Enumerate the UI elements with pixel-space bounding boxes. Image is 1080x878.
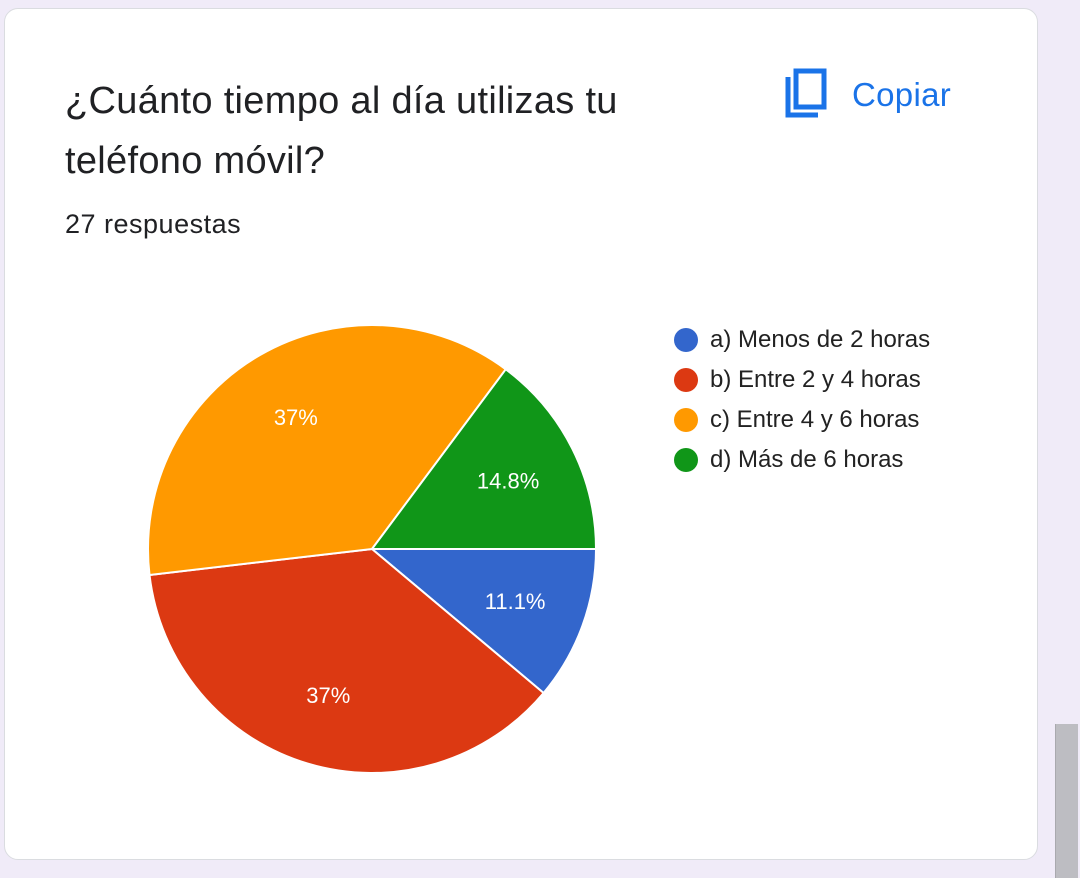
legend-item-2[interactable]: c) Entre 4 y 6 horas: [674, 400, 930, 440]
legend-swatch: [674, 408, 698, 432]
legend-swatch: [674, 368, 698, 392]
legend-label: c) Entre 4 y 6 horas: [710, 406, 920, 433]
chart-legend: a) Menos de 2 horas b) Entre 2 y 4 horas c…: [674, 320, 930, 480]
slice-label-3: 14.8%: [477, 469, 539, 494]
legend-swatch: [674, 448, 698, 472]
pie-slice-1[interactable]: [148, 547, 546, 774]
legend-label: d) Más de 6 horas: [710, 446, 904, 473]
copy-label: Copiar: [852, 76, 952, 113]
legend-label: a) Menos de 2 horas: [710, 326, 931, 353]
slice-label-2: 37%: [274, 405, 318, 430]
legend-item-3[interactable]: d) Más de 6 horas: [674, 440, 930, 480]
copy-icon: [785, 68, 827, 118]
copy-chart-button[interactable]: Copiar: [780, 65, 951, 125]
response-count: 27 respuestas: [65, 209, 242, 239]
slice-label-1: 37%: [306, 683, 350, 708]
question-title: ¿Cuánto tiempo al día utilizas tu teléfo…: [65, 80, 618, 182]
legend-item-0[interactable]: a) Menos de 2 horas: [674, 320, 930, 360]
pie-slice-0[interactable]: [369, 548, 598, 695]
scrollbar-thumb[interactable]: [1055, 724, 1078, 878]
pie-slice-2[interactable]: [147, 324, 508, 577]
slice-label-0: 11.1%: [485, 589, 546, 614]
pie-slice-3[interactable]: [370, 367, 598, 550]
legend-label: b) Entre 2 y 4 horas: [710, 366, 921, 393]
legend-item-1[interactable]: b) Entre 2 y 4 horas: [674, 360, 930, 400]
legend-swatch: [674, 328, 698, 352]
